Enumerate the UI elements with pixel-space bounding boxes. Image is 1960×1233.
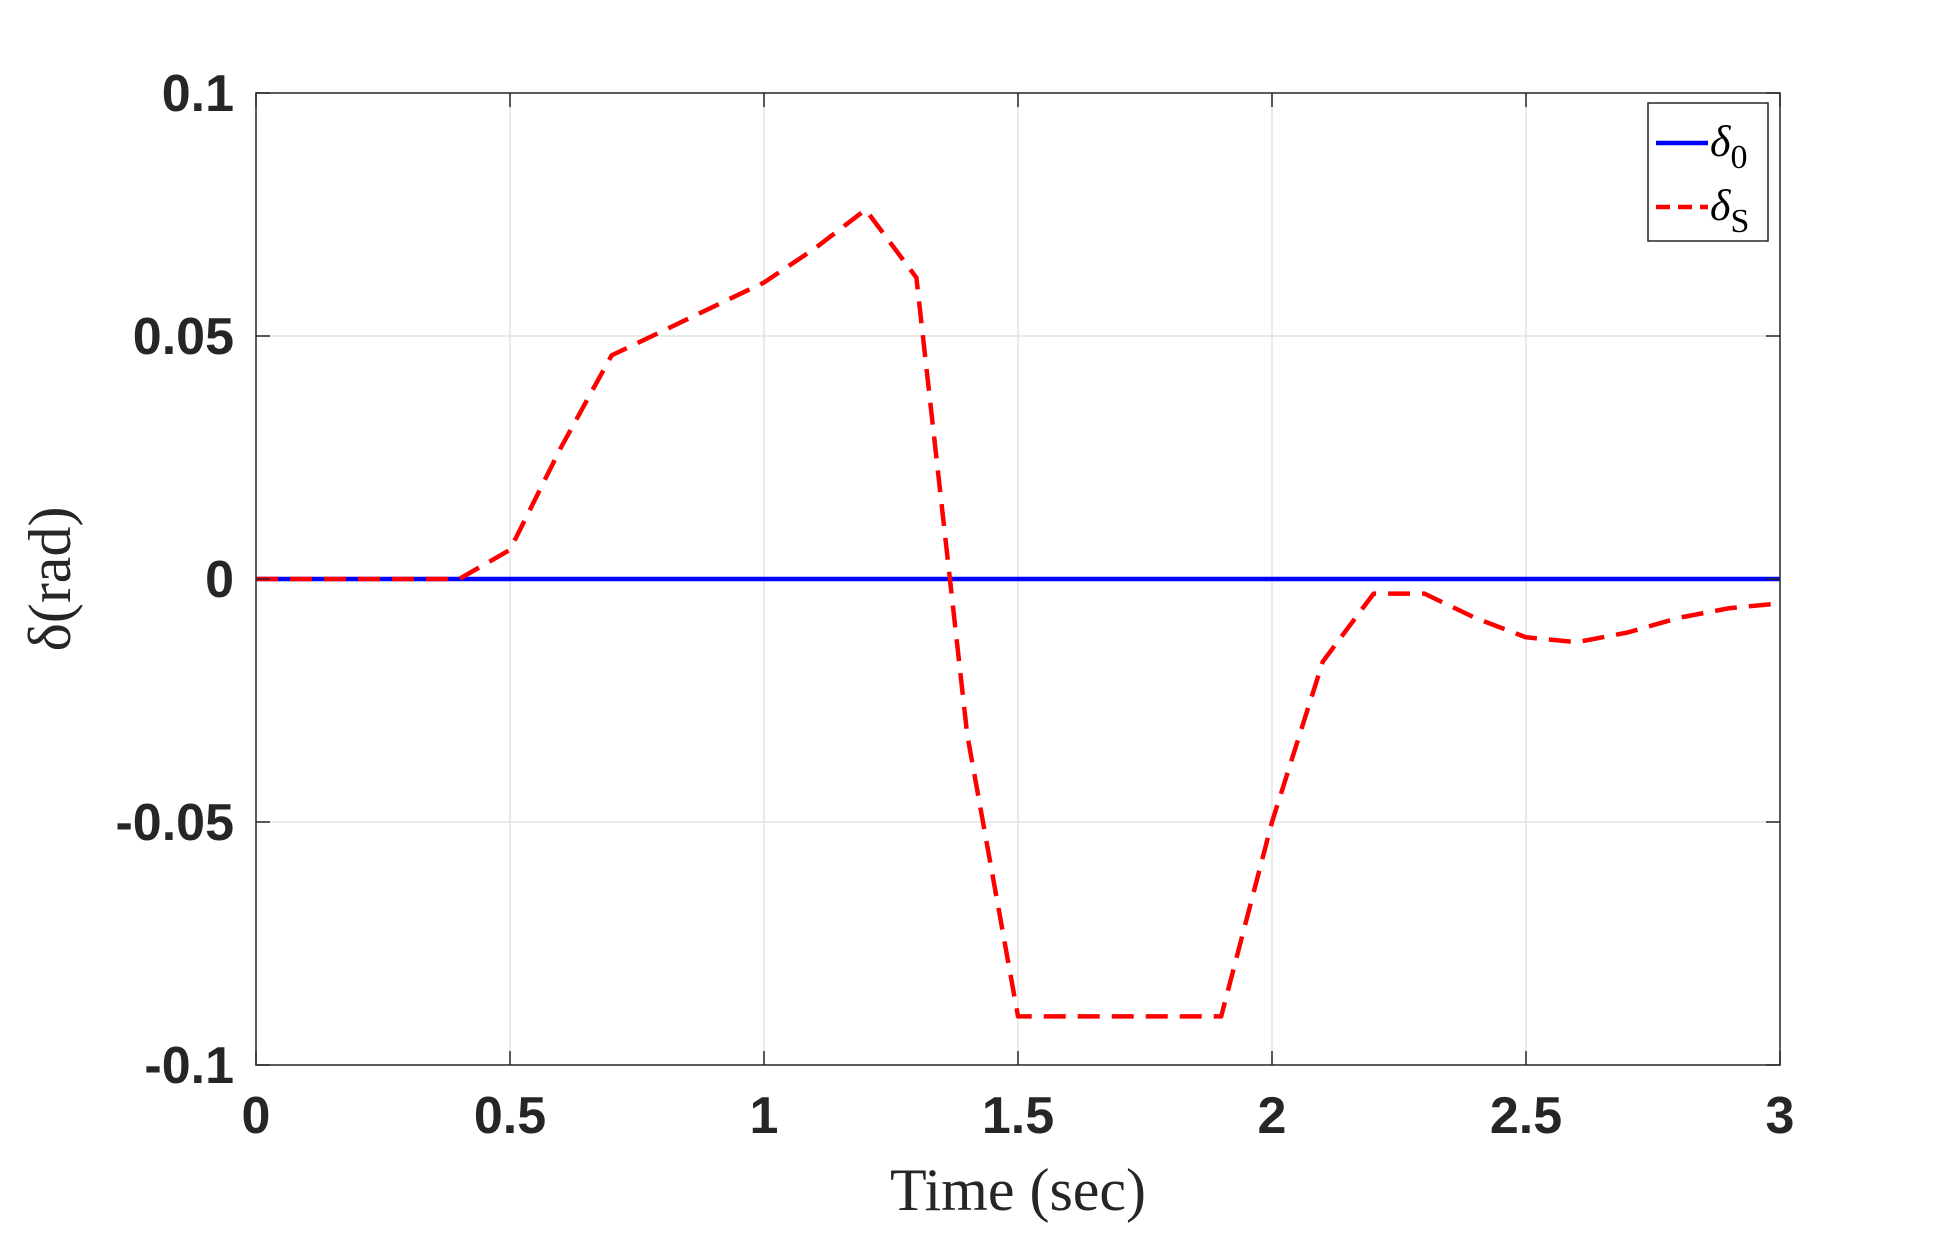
tick-labels: 0 0.5 1 1.5 2 2.5 3 -0.1 -0.05 0 0.05 0.1 bbox=[115, 65, 1794, 1145]
x-tick-label: 2.5 bbox=[1490, 1087, 1562, 1145]
legend-box bbox=[1647, 102, 1769, 242]
legend-label: δ0 bbox=[1710, 117, 1747, 176]
ticks bbox=[255, 92, 1781, 1066]
series-line-delta-s bbox=[256, 207, 1781, 1019]
x-tick-label: 1.5 bbox=[982, 1087, 1054, 1145]
x-tick-label: 2 bbox=[1258, 1087, 1287, 1145]
y-tick-label: 0 bbox=[205, 551, 234, 609]
y-axis-title: δ(rad) bbox=[17, 507, 83, 652]
x-tick-label: 3 bbox=[1766, 1087, 1795, 1145]
y-tick-label: 0.05 bbox=[133, 308, 234, 366]
y-tick-label: -0.05 bbox=[115, 794, 234, 852]
legend-label-main: δ bbox=[1710, 181, 1732, 230]
x-tick-label: 0 bbox=[242, 1087, 271, 1145]
legend-label-sub: 0 bbox=[1730, 139, 1747, 176]
x-tick-label: 0.5 bbox=[474, 1087, 546, 1145]
legend-label-main: δ bbox=[1710, 117, 1732, 166]
series-layer bbox=[256, 207, 1781, 1019]
legend-label: δS bbox=[1710, 181, 1749, 240]
x-axis-title: Time (sec) bbox=[890, 1157, 1146, 1223]
y-tick-label: -0.1 bbox=[144, 1037, 234, 1095]
x-tick-label: 1 bbox=[750, 1087, 779, 1145]
legend-label-sub: S bbox=[1730, 203, 1749, 240]
y-tick-label: 0.1 bbox=[162, 65, 234, 123]
